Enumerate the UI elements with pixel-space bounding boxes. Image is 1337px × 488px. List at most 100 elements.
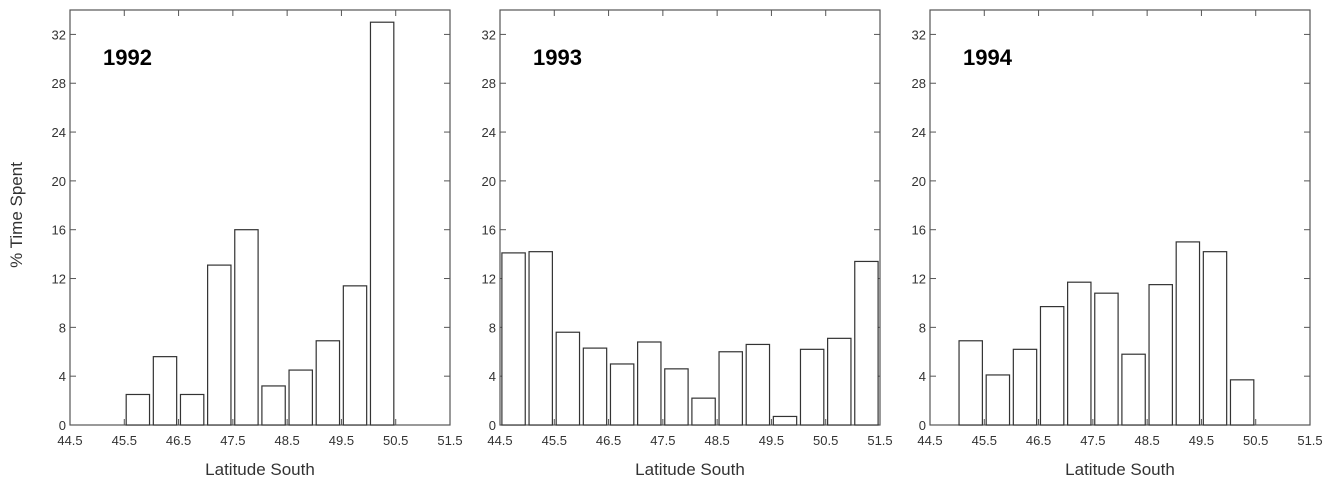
histogram-bar (772, 415, 798, 426)
y-tick-label: 32 (52, 27, 66, 42)
histogram-bar (958, 340, 983, 426)
y-tick-label: 20 (482, 174, 496, 189)
y-tick-label: 28 (912, 76, 926, 91)
histogram-bar (718, 351, 743, 426)
histogram-bar (799, 348, 825, 426)
y-tick-label: 12 (52, 272, 66, 287)
y-tick-label: 4 (919, 369, 926, 384)
plot-frame (69, 9, 451, 426)
histogram-bar (609, 363, 635, 426)
y-tick-label: 32 (482, 27, 496, 42)
x-tick-label: 49.5 (759, 433, 784, 448)
y-tick-label: 20 (52, 174, 66, 189)
x-tick-label: 45.5 (112, 433, 137, 448)
histogram-bar (288, 369, 313, 426)
x-tick-label: 45.5 (542, 433, 567, 448)
y-tick-label: 8 (919, 320, 926, 335)
y-tick-label: 28 (482, 76, 496, 91)
histogram-bar (1121, 353, 1146, 426)
x-tick-label: 51.5 (437, 433, 462, 448)
histogram-bar (1175, 241, 1201, 426)
x-tick-label: 47.5 (650, 433, 675, 448)
histogram-bar (342, 285, 368, 426)
x-tick-label: 46.5 (1026, 433, 1051, 448)
panel-title: 1992 (103, 45, 152, 70)
x-axis-label: Latitude South (1065, 460, 1175, 479)
x-tick-label: 49.5 (329, 433, 354, 448)
y-tick-label: 12 (912, 272, 926, 287)
panel-title: 1994 (963, 45, 1013, 70)
histogram-bar (179, 393, 205, 426)
panel-1992: 0 4 8 12 16 20 24 28 32 44.5 45.5 46.5 47.5 48.5 49.5 5… (52, 9, 463, 479)
y-tick-label: 24 (52, 125, 66, 140)
panel-title: 1993 (533, 45, 582, 70)
x-axis-label: Latitude South (205, 460, 315, 479)
histogram-bar (152, 356, 178, 426)
histogram-bar (827, 337, 852, 426)
x-tick-label: 51.5 (1297, 433, 1322, 448)
histogram-bar (691, 397, 716, 426)
x-tick-label: 48.5 (704, 433, 729, 448)
histogram-bar (1067, 281, 1092, 426)
panel-1993: 0 4 8 12 16 20 24 28 32 44.5 45.5 46.5 47.5 48.5 49.5 5… (482, 9, 893, 479)
histogram-bar (1202, 251, 1228, 426)
y-tick-label: 0 (59, 418, 66, 433)
x-tick-label: 51.5 (867, 433, 892, 448)
y-tick-label: 4 (489, 369, 496, 384)
histogram-bar (1094, 292, 1119, 426)
histogram-bar (745, 343, 771, 426)
histogram-bar (528, 251, 553, 426)
histogram-bar (637, 341, 662, 426)
y-tick-label: 16 (912, 223, 926, 238)
histogram-bar (1148, 284, 1173, 426)
x-tick-label: 50.5 (813, 433, 838, 448)
histogram-bar (234, 229, 259, 426)
histogram-bar (555, 331, 581, 426)
x-tick-label: 48.5 (1134, 433, 1159, 448)
y-tick-label: 0 (489, 418, 496, 433)
histogram-bar (261, 385, 286, 426)
y-tick-label: 12 (482, 272, 496, 287)
histogram-bar (985, 374, 1011, 426)
y-tick-label: 20 (912, 174, 926, 189)
histogram-bar (315, 340, 341, 426)
histogram-bar (369, 21, 395, 426)
y-tick-label: 4 (59, 369, 66, 384)
histogram-bar (1012, 348, 1038, 426)
y-tick-label: 16 (482, 223, 496, 238)
x-tick-label: 49.5 (1189, 433, 1214, 448)
histogram-bar (125, 393, 151, 426)
y-tick-label: 16 (52, 223, 66, 238)
histogram-bar (501, 252, 526, 426)
x-tick-label: 47.5 (220, 433, 245, 448)
x-tick-label: 47.5 (1080, 433, 1105, 448)
x-tick-label: 46.5 (166, 433, 191, 448)
y-axis-label: % Time Spent (7, 162, 26, 268)
panel-1994: 0 4 8 12 16 20 24 28 32 44.5 45.5 46.5 47.5 48.5 49.5 5… (912, 9, 1323, 479)
histogram-bar (582, 347, 608, 426)
histogram-bar (1039, 306, 1065, 426)
y-tick-label: 32 (912, 27, 926, 42)
histogram-bar (1229, 379, 1255, 426)
x-tick-label: 46.5 (596, 433, 621, 448)
x-tick-label: 50.5 (383, 433, 408, 448)
plot-frame (929, 9, 1311, 426)
y-tick-label: 28 (52, 76, 66, 91)
x-tick-label: 48.5 (274, 433, 299, 448)
x-tick-label: 50.5 (1243, 433, 1268, 448)
histogram-bar (207, 264, 232, 426)
histogram-bar (664, 368, 689, 426)
y-tick-label: 8 (59, 320, 66, 335)
y-tick-label: 0 (919, 418, 926, 433)
plot-frame (499, 9, 881, 426)
x-tick-label: 44.5 (57, 433, 82, 448)
x-tick-label: 45.5 (972, 433, 997, 448)
x-axis-label: Latitude South (635, 460, 745, 479)
x-tick-label: 44.5 (487, 433, 512, 448)
y-tick-label: 8 (489, 320, 496, 335)
histogram-bar (854, 260, 879, 426)
x-tick-label: 44.5 (917, 433, 942, 448)
y-tick-label: 24 (482, 125, 496, 140)
y-tick-label: 24 (912, 125, 926, 140)
